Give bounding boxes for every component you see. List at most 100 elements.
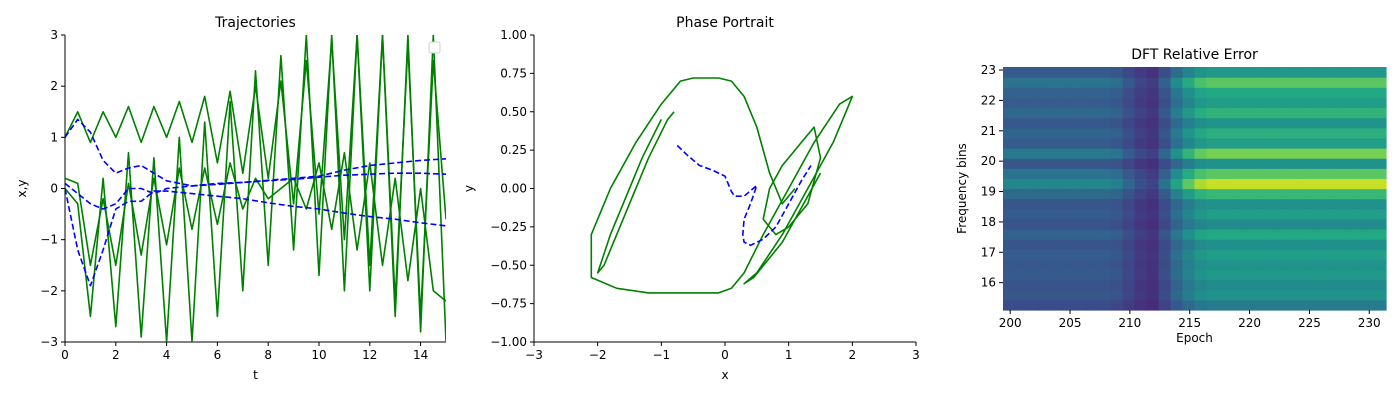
heatmap-cell [1194, 239, 1208, 250]
heatmap-cell [1038, 249, 1052, 260]
heatmap-cell [1146, 178, 1160, 190]
heatmap-cell [1026, 218, 1040, 230]
heatmap-cell [1230, 148, 1243, 159]
heatmap-cell [1074, 127, 1088, 139]
heatmap-cell [1194, 188, 1208, 200]
heatmap-cell [1278, 77, 1291, 88]
heatmap-cell [1374, 259, 1387, 271]
heatmap-cell [1194, 178, 1208, 190]
heatmap-cell [1122, 259, 1136, 271]
heatmap-cell [1326, 239, 1339, 250]
heatmap-cell [1158, 249, 1172, 260]
heatmap-cell [1086, 137, 1100, 149]
heatmap-cell [1266, 289, 1279, 301]
heatmap-cell [1003, 87, 1016, 98]
phase-x-tick-label: −1 [652, 348, 670, 362]
heatmap-cell [1050, 77, 1064, 88]
heatmap-cell [1074, 148, 1088, 159]
heatmap-cell [1362, 87, 1375, 98]
heatmap-cell [1110, 249, 1124, 260]
heatmap-cell [1003, 229, 1016, 240]
heatmap-cell [1098, 218, 1112, 230]
heatmap-cell [1182, 188, 1196, 200]
heatmap-cell [1206, 249, 1220, 260]
heatmap-cell [1014, 178, 1028, 190]
heatmap-cell [1230, 279, 1243, 291]
heatmap-cell [1050, 137, 1064, 149]
phase-title: Phase Portrait [676, 15, 774, 31]
heatmap-cell [1146, 218, 1160, 230]
heatmap-cell [1230, 269, 1243, 281]
dft-heatmap-chart: 200 205 210 215 220 225 230 16 17 18 19 20 21 22 23 DFT… [955, 47, 1387, 345]
heatmap-cell [1170, 249, 1184, 260]
heatmap-cell [1014, 87, 1028, 98]
heatmap-cell [1122, 87, 1136, 98]
heatmap-cell [1158, 107, 1172, 119]
heatmap-cell [1050, 188, 1064, 200]
heatmap-cell [1086, 107, 1100, 119]
heatmap-cell [1050, 239, 1064, 250]
heatmap-cell [1350, 208, 1363, 220]
heatmap-cell [1050, 158, 1064, 169]
heatmap-cell [1074, 269, 1088, 281]
heatmap-y-tick-label: 18 [981, 215, 996, 229]
heatmap-cell [1074, 117, 1088, 129]
heatmap-cell [1326, 218, 1339, 230]
heatmap-cell [1218, 117, 1232, 129]
heatmap-cell [1218, 239, 1232, 250]
heatmap-cell [1074, 208, 1088, 220]
heatmap-cell [1074, 168, 1088, 179]
heatmap-cell [1302, 208, 1315, 220]
heatmap-cell [1146, 249, 1160, 260]
heatmap-cell [1134, 97, 1148, 109]
heatmap-cell [1062, 279, 1076, 291]
heatmap-cell [1122, 168, 1136, 179]
heatmap-cell [1062, 87, 1076, 98]
heatmap-cell [1266, 249, 1279, 260]
heatmap-cell [1362, 299, 1375, 311]
heatmap-cell [1170, 148, 1184, 159]
heatmap-cell [1254, 299, 1267, 311]
heatmap-cell [1230, 117, 1243, 129]
heatmap-cell [1278, 188, 1291, 200]
heatmap-cell [1302, 299, 1315, 311]
heatmap-cell [1242, 239, 1255, 250]
heatmap-cell [1158, 87, 1172, 98]
trajectories-ylabel: x,y [15, 179, 29, 197]
heatmap-cell [1014, 299, 1028, 311]
heatmap-cell [1110, 178, 1124, 190]
heatmap-cell [1026, 208, 1040, 220]
heatmap-cell [1218, 289, 1232, 301]
heatmap-cell [1230, 218, 1243, 230]
heatmap-cell [1098, 107, 1112, 119]
heatmap-cell [1278, 87, 1291, 98]
heatmap-cell [1206, 208, 1220, 220]
heatmap-cell [1266, 127, 1279, 139]
heatmap-cell [1314, 178, 1327, 190]
heatmap-cell [1122, 67, 1136, 78]
phase-y-tick-label: −0.75 [490, 297, 527, 311]
heatmap-cell [1254, 117, 1267, 129]
heatmap-cell [1194, 137, 1208, 149]
heatmap-cell [1158, 67, 1172, 78]
heatmap-cell [1290, 279, 1303, 291]
trajectories-x-tick-label: 6 [214, 348, 222, 362]
heatmap-cell [1003, 269, 1016, 281]
heatmap-cell [1350, 188, 1363, 200]
heatmap-cell [1362, 97, 1375, 109]
heatmap-cell [1122, 127, 1136, 139]
heatmap-cell [1086, 158, 1100, 169]
heatmap-cell [1182, 148, 1196, 159]
heatmap-cell [1278, 148, 1291, 159]
heatmap-cell [1110, 87, 1124, 98]
heatmap-cell [1314, 188, 1327, 200]
phase-x-tick-label: 3 [912, 348, 920, 362]
heatmap-cell [1230, 127, 1243, 139]
heatmap-cell [1146, 77, 1160, 88]
heatmap-cell [1098, 117, 1112, 129]
heatmap-cell [1194, 198, 1208, 210]
heatmap-cell [1314, 158, 1327, 169]
heatmap-cell [1230, 158, 1243, 169]
heatmap-cell [1206, 178, 1220, 190]
heatmap-cell [1146, 269, 1160, 281]
